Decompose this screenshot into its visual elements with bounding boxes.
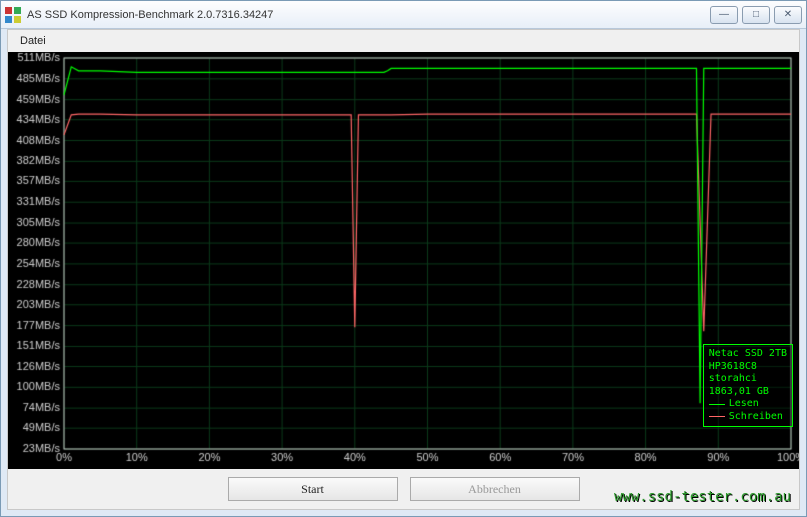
legend-write: Schreiben (709, 411, 787, 424)
window-title: AS SSD Kompression-Benchmark 2.0.7316.34… (27, 9, 273, 21)
app-window: AS SSD Kompression-Benchmark 2.0.7316.34… (0, 0, 807, 517)
watermark-text: www.ssd-tester.com.au (614, 489, 791, 505)
legend-device: Netac SSD 2TB (709, 348, 787, 361)
minimize-button[interactable]: — (710, 6, 738, 24)
titlebar: AS SSD Kompression-Benchmark 2.0.7316.34… (1, 1, 806, 29)
chart-area: Netac SSD 2TB HP3618C8 storahci 1863,01 … (8, 52, 799, 469)
legend-capacity: 1863,01 GB (709, 386, 787, 399)
compression-chart (8, 52, 799, 469)
legend-box: Netac SSD 2TB HP3618C8 storahci 1863,01 … (703, 344, 793, 427)
app-icon (5, 7, 21, 23)
abort-button[interactable]: Abbrechen (410, 477, 580, 501)
menu-file[interactable]: Datei (14, 33, 52, 49)
legend-driver: storahci (709, 373, 787, 386)
maximize-button[interactable]: □ (742, 6, 770, 24)
legend-read: Lesen (709, 398, 787, 411)
legend-firmware: HP3618C8 (709, 361, 787, 374)
menubar: Datei (8, 30, 799, 52)
start-button[interactable]: Start (228, 477, 398, 501)
close-button[interactable]: ✕ (774, 6, 802, 24)
client-area: Datei Netac SSD 2TB HP3618C8 storahci 18… (7, 29, 800, 510)
